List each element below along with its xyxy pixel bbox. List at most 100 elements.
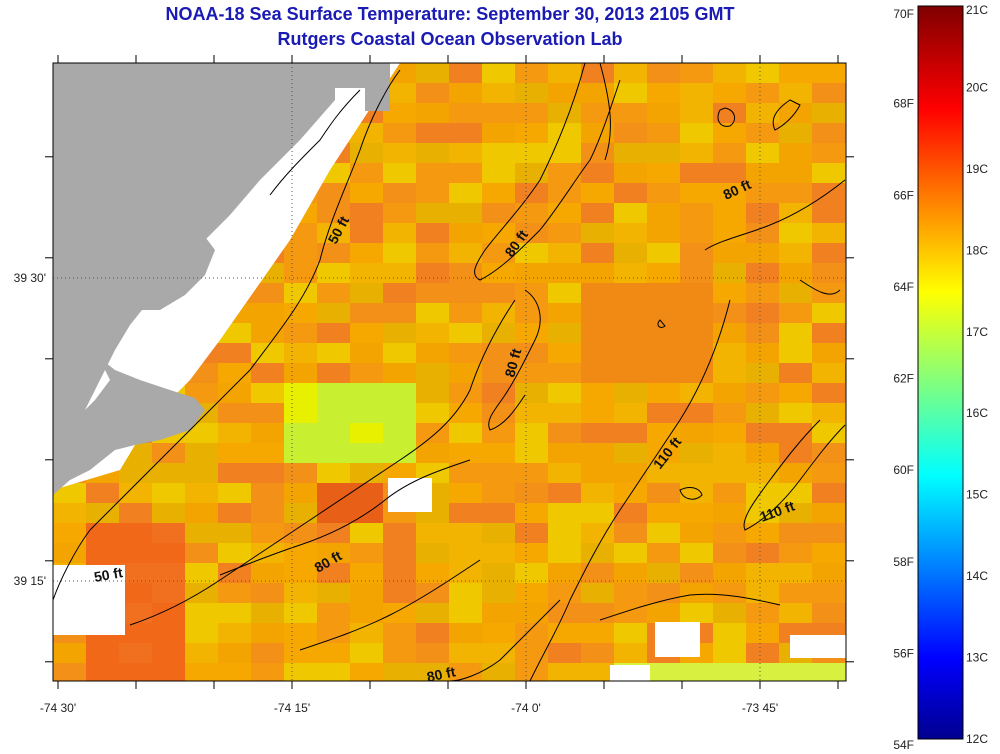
sst-cell xyxy=(449,103,483,124)
sst-cell xyxy=(614,463,648,484)
sst-cell xyxy=(548,343,582,364)
sst-cell xyxy=(746,563,780,584)
sst-cell xyxy=(581,663,615,681)
sst-cell xyxy=(614,503,648,524)
sst-cell xyxy=(614,403,648,424)
sst-cell xyxy=(779,543,813,564)
sst-cell xyxy=(746,103,780,124)
colorbar-fahrenheit-label: 64F xyxy=(893,280,914,294)
sst-cell xyxy=(548,583,582,604)
sst-cell xyxy=(812,543,846,564)
sst-cell xyxy=(845,183,846,204)
sst-cell xyxy=(251,303,285,324)
sst-cell xyxy=(680,543,714,564)
sst-cell xyxy=(482,623,516,644)
colorbar-celsius-label: 12C xyxy=(966,732,988,746)
sst-cell xyxy=(680,203,714,224)
sst-cell xyxy=(218,523,252,544)
sst-cell xyxy=(548,383,582,404)
sst-cell xyxy=(86,503,120,524)
sst-cell xyxy=(845,403,846,424)
sst-cell xyxy=(746,483,780,504)
sst-cell xyxy=(284,323,318,344)
sst-cell xyxy=(416,363,450,384)
sst-cell xyxy=(548,523,582,544)
sst-cell xyxy=(812,423,846,444)
sst-cell xyxy=(350,383,384,404)
latitude-label: 39 30' xyxy=(14,271,46,285)
sst-cell xyxy=(185,563,219,584)
sst-cell xyxy=(746,423,780,444)
colorbar-fahrenheit-label: 56F xyxy=(893,646,914,660)
sst-cell xyxy=(779,103,813,124)
sst-cell xyxy=(449,443,483,464)
colorbar-fahrenheit-label: 60F xyxy=(893,463,914,477)
sst-cell xyxy=(845,123,846,144)
colorbar-celsius-label: 14C xyxy=(966,569,988,583)
sst-cell xyxy=(416,103,450,124)
colorbar-celsius-label: 13C xyxy=(966,651,988,665)
sst-cell xyxy=(350,223,384,244)
sst-cell xyxy=(647,263,681,284)
sst-cell xyxy=(449,303,483,324)
sst-cell xyxy=(284,623,318,644)
sst-cell xyxy=(713,343,747,364)
sst-cell xyxy=(713,123,747,144)
sst-cell xyxy=(416,423,450,444)
sst-cell xyxy=(350,243,384,264)
sst-cell xyxy=(416,243,450,264)
sst-cell xyxy=(746,383,780,404)
sst-cell xyxy=(416,563,450,584)
sst-cell xyxy=(647,383,681,404)
colorbar-celsius-label: 16C xyxy=(966,406,988,420)
sst-cell xyxy=(647,603,681,624)
sst-cell xyxy=(581,363,615,384)
sst-cell xyxy=(416,223,450,244)
sst-cell xyxy=(218,503,252,524)
sst-cell xyxy=(647,103,681,124)
sst-cell xyxy=(515,63,549,84)
sst-cell xyxy=(581,463,615,484)
sst-cell xyxy=(185,543,219,564)
sst-cell xyxy=(779,163,813,184)
sst-cell xyxy=(812,383,846,404)
sst-cell xyxy=(515,103,549,124)
sst-cell xyxy=(845,223,846,244)
sst-cell xyxy=(350,163,384,184)
sst-cell xyxy=(317,423,351,444)
map-subtitle: Rutgers Coastal Ocean Observation Lab xyxy=(277,29,623,49)
sst-cell xyxy=(746,643,780,664)
sst-cell xyxy=(350,323,384,344)
sst-cell xyxy=(53,503,87,524)
sst-cell xyxy=(680,563,714,584)
sst-cell xyxy=(350,563,384,584)
sst-cell xyxy=(845,583,846,604)
sst-cell xyxy=(779,343,813,364)
sst-cell xyxy=(647,403,681,424)
colorbar-fahrenheit-label: 58F xyxy=(893,555,914,569)
sst-cell xyxy=(119,643,153,664)
sst-cell xyxy=(251,403,285,424)
sst-cell xyxy=(383,223,417,244)
sst-cell xyxy=(515,643,549,664)
sst-cell xyxy=(482,543,516,564)
longitude-label: -74 0' xyxy=(511,701,541,715)
sst-cell xyxy=(350,203,384,224)
sst-cell xyxy=(779,483,813,504)
sst-cell xyxy=(317,503,351,524)
sst-cell xyxy=(581,383,615,404)
sst-cell xyxy=(548,263,582,284)
map-title: NOAA-18 Sea Surface Temperature: Septemb… xyxy=(165,4,735,24)
sst-cell xyxy=(680,363,714,384)
sst-cell xyxy=(812,563,846,584)
sst-cell xyxy=(746,243,780,264)
sst-cell xyxy=(746,203,780,224)
sst-cell xyxy=(779,243,813,264)
sst-cell xyxy=(86,543,120,564)
sst-cell xyxy=(482,163,516,184)
sst-cell xyxy=(812,303,846,324)
sst-cell xyxy=(449,543,483,564)
sst-cell xyxy=(152,603,186,624)
sst-cell xyxy=(515,423,549,444)
sst-cell xyxy=(515,503,549,524)
